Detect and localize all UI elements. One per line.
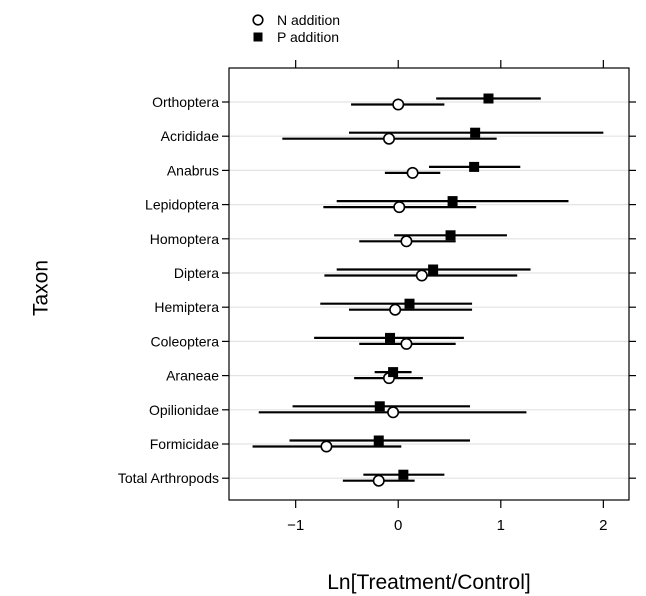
y-tick-label: Lepidoptera [145,197,219,213]
y-axis-ticks: Orthoptera Acrididae Anabrus Lepidoptera Hom… [118,94,636,486]
data-markers [320,93,494,487]
y-tick-label: Orthoptera [152,94,219,110]
n-addition-point [320,440,333,453]
legend-filled-square-marker [253,32,263,42]
y-tick-label: Total Arthropods [118,470,219,486]
legend-open-circle-marker [252,14,264,26]
x-tick-label: 2 [599,517,607,534]
p-addition-point [388,367,399,378]
x-axis-title: Ln[Treatment/Control] [327,571,530,594]
n-addition-point [382,132,395,145]
y-tick-label: Araneae [166,368,219,384]
y-tick-label: Anabrus [167,162,219,178]
n-addition-point [415,269,428,282]
y-tick-label: Hemiptera [154,299,219,315]
p-addition-point [470,127,481,138]
p-addition-point [374,401,385,412]
n-addition-point [406,166,419,179]
p-addition-point [469,161,480,172]
y-tick-label: Diptera [174,265,219,281]
n-addition-point [387,406,400,419]
x-axis-ticks: −1 0 1 2 [287,60,608,534]
legend-label: P addition [277,29,339,45]
y-tick-label: Opilionidae [149,402,219,418]
x-tick-label: −1 [287,517,304,534]
plot-area-frame [228,67,630,501]
p-addition-point [445,230,456,241]
y-tick-label: Acrididae [161,128,220,144]
y-axis-title: Taxon [29,260,52,316]
p-addition-point [398,469,409,480]
n-addition-point [393,201,406,214]
legend-label: N addition [277,12,340,28]
x-tick-label: 1 [497,517,505,534]
horizontal-gridlines [229,101,629,479]
p-addition-point [483,93,494,104]
n-addition-point [400,235,413,248]
p-addition-point [373,435,384,446]
y-tick-label: Coleoptera [151,333,220,349]
p-addition-point [404,298,415,309]
x-tick-label: 0 [394,517,402,534]
p-addition-point [447,196,458,207]
error-bars [252,97,604,482]
p-addition-point [385,332,396,343]
y-tick-label: Homoptera [150,231,219,247]
n-addition-point [372,474,385,487]
n-addition-point [392,98,405,111]
y-tick-label: Formicidae [150,436,219,452]
n-addition-point [389,303,402,316]
n-addition-point [400,337,413,350]
p-addition-point [428,264,439,275]
